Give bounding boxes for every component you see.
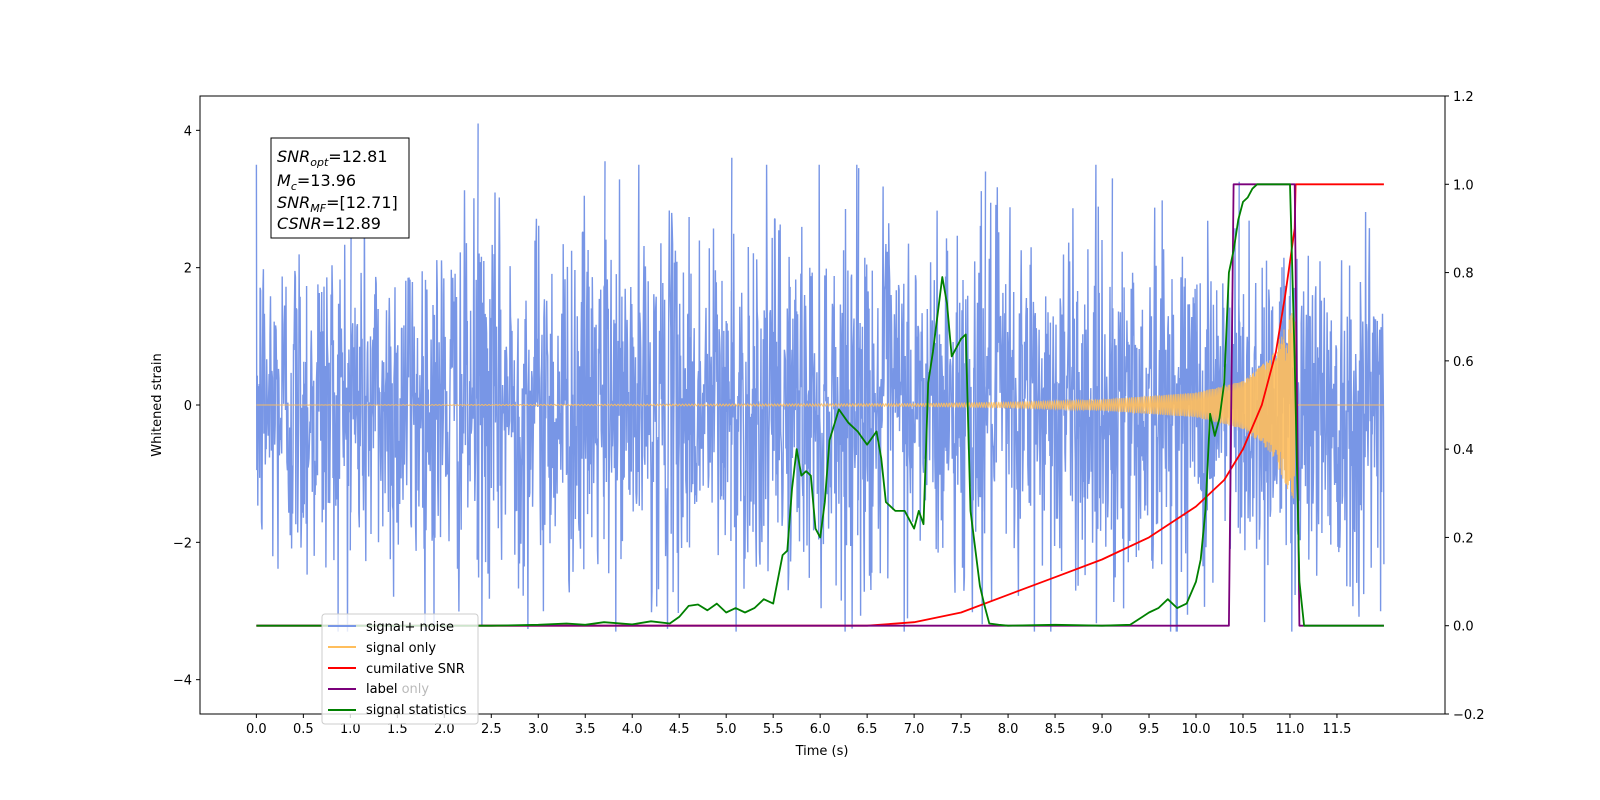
annotation-snr-opt-value: =12.81 xyxy=(328,147,387,166)
x-axis: 0.0 0.5 1.0 1.5 2.0 2.5 3.0 3.5 4.0 4.5 5.0 5.5 6.0 6… xyxy=(246,714,1351,737)
x-tick-label: 7.0 xyxy=(904,722,925,737)
signal-only-line xyxy=(256,312,1384,499)
x-tick-label: 5.5 xyxy=(763,722,784,737)
x-tick-label: 6.0 xyxy=(810,722,831,737)
cumulative-snr-line xyxy=(256,183,1384,627)
legend-label-signal-only: signal only xyxy=(366,641,436,656)
signal-plus-noise-line xyxy=(255,123,1385,632)
legend-label-cumulative-snr: cumilative SNR xyxy=(366,662,465,677)
signal-statistics-line xyxy=(256,183,1384,627)
legend-label-signal-plus-noise: signal+ noise xyxy=(366,620,454,635)
x-tick-label: 11.0 xyxy=(1275,722,1304,737)
x-tick-label: 8.5 xyxy=(1045,722,1066,737)
y-axis-right: −0.2 0.0 0.2 0.4 0.6 0.8 1.0 1.2 xyxy=(1445,90,1485,723)
x-tick-label: 10.5 xyxy=(1229,722,1258,737)
x-tick-label: 2.0 xyxy=(434,722,455,737)
annotation-snr-opt: SNRopt=12.81 xyxy=(277,147,388,169)
x-tick-label: 10.0 xyxy=(1182,722,1211,737)
annotation-csnr-base: CSNR xyxy=(277,214,322,233)
signal-only-series xyxy=(256,312,1384,499)
x-tick-label: 0.5 xyxy=(293,722,314,737)
stats-annotation-box: SNRopt=12.81 Mc=13.96 SNRMF=[12.71] CSNR… xyxy=(270,137,410,239)
annotation-chirp-mass-base: M xyxy=(277,171,291,190)
annotation-snr-mf-base: SNR xyxy=(277,193,310,212)
right-axis-series xyxy=(256,183,1384,627)
annotation-snr-mf-value: =[12.71] xyxy=(326,193,398,212)
x-tick-label: 6.5 xyxy=(857,722,878,737)
y-right-tick-label: 1.0 xyxy=(1453,178,1474,193)
y-right-tick-label: −0.2 xyxy=(1453,708,1485,723)
legend: signal+ noise signal only cumilative SNR… xyxy=(321,613,479,725)
annotation-snr-opt-sub: opt xyxy=(310,156,329,169)
y-left-tick-label: 0 xyxy=(184,399,192,414)
x-tick-label: 0.0 xyxy=(246,722,267,737)
annotation-snr-opt-base: SNR xyxy=(277,147,310,166)
x-tick-label: 4.5 xyxy=(669,722,690,737)
signal-plus-noise-series xyxy=(255,123,1385,632)
annotation-snr-mf-sub: MF xyxy=(310,202,326,215)
x-tick-label: 11.5 xyxy=(1322,722,1351,737)
x-tick-label: 3.5 xyxy=(575,722,596,737)
y-right-tick-label: 1.2 xyxy=(1453,90,1474,105)
annotation-chirp-mass-value: =13.96 xyxy=(297,171,356,190)
y-right-tick-label: 0.2 xyxy=(1453,531,1474,546)
legend-frame xyxy=(321,613,479,725)
x-tick-label: 1.5 xyxy=(387,722,408,737)
y-right-tick-label: 0.8 xyxy=(1453,267,1474,282)
x-tick-label: 8.0 xyxy=(998,722,1019,737)
x-tick-label: 2.5 xyxy=(481,722,502,737)
y-axis-left: −4 −2 0 2 4 xyxy=(173,124,200,689)
annotation-chirp-mass: Mc=13.96 xyxy=(277,171,356,193)
y-right-tick-label: 0.0 xyxy=(1453,620,1474,635)
y-left-tick-label: −4 xyxy=(173,674,192,689)
x-tick-label: 9.5 xyxy=(1139,722,1160,737)
legend-label-label-only: label only xyxy=(366,682,429,697)
annotation-csnr-value: =12.89 xyxy=(322,214,381,233)
x-axis-label: Time (s) xyxy=(795,744,849,759)
annotation-csnr: CSNR=12.89 xyxy=(277,214,381,233)
x-tick-label: 3.0 xyxy=(528,722,549,737)
annotation-chirp-mass-sub: c xyxy=(291,180,297,193)
y-left-tick-label: 4 xyxy=(184,124,192,139)
annotation-frame xyxy=(270,137,410,239)
annotation-snr-mf: SNRMF=[12.71] xyxy=(277,193,398,215)
y-axis-label-left: Whitened strain xyxy=(150,353,165,456)
y-left-tick-label: −2 xyxy=(173,536,192,551)
x-tick-label: 4.0 xyxy=(622,722,643,737)
y-right-tick-label: 0.4 xyxy=(1453,443,1474,458)
x-tick-label: 7.5 xyxy=(951,722,972,737)
legend-label-label: label xyxy=(366,682,397,697)
x-tick-label: 9.0 xyxy=(1092,722,1113,737)
y-left-tick-label: 2 xyxy=(184,262,192,277)
legend-label-signal-statistics: signal statistics xyxy=(366,703,467,718)
x-tick-label: 1.0 xyxy=(340,722,361,737)
x-tick-label: 5.0 xyxy=(716,722,737,737)
y-right-tick-label: 0.6 xyxy=(1453,355,1474,370)
